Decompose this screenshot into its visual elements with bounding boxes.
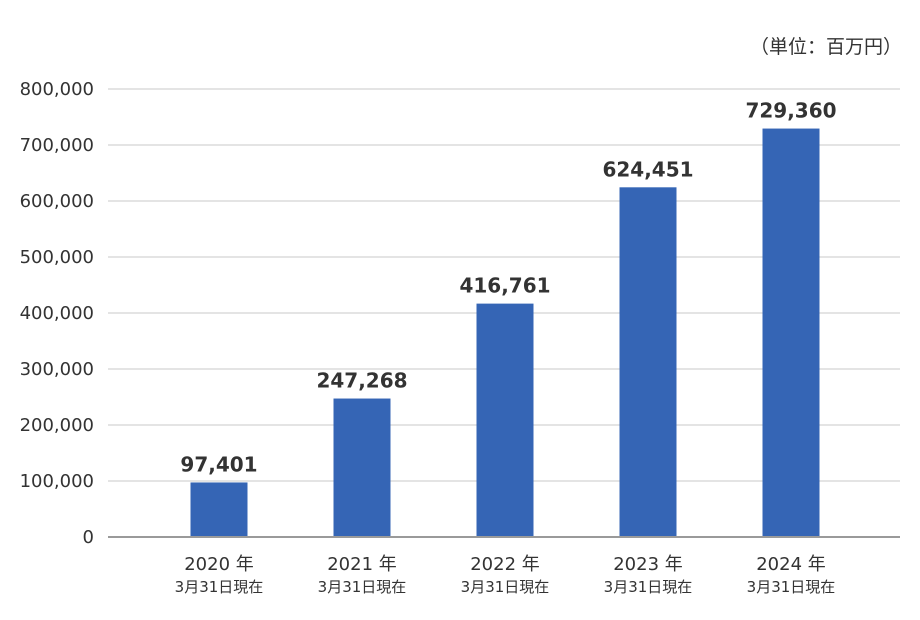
x-tick-label-date: 3月31日現在: [604, 578, 693, 596]
x-tick-label-date: 3月31日現在: [175, 578, 264, 596]
y-tick-label: 300,000: [20, 359, 94, 380]
bar: [333, 398, 391, 537]
data-label: 624,451: [602, 157, 693, 181]
unit-label: （単位：百万円）: [749, 36, 902, 58]
y-tick-label: 0: [83, 527, 94, 548]
x-tick-label-date: 3月31日現在: [747, 578, 836, 596]
x-tick-label-date: 3月31日現在: [318, 578, 407, 596]
y-tick-label: 600,000: [20, 191, 94, 212]
bar: [190, 482, 248, 537]
x-tick-label-year: 2022 年: [470, 554, 540, 575]
y-tick-label: 200,000: [20, 415, 94, 436]
y-tick-label: 400,000: [20, 303, 94, 324]
y-tick-label: 100,000: [20, 471, 94, 492]
bar: [476, 303, 534, 537]
y-tick-label: 800,000: [20, 79, 94, 100]
bar: [619, 187, 677, 537]
bar: [762, 128, 820, 537]
data-label: 729,360: [745, 99, 836, 123]
data-label: 247,268: [316, 369, 407, 393]
x-tick-label-date: 3月31日現在: [461, 578, 550, 596]
labels: 0 100,000 200,000 300,000 400,000 500,000 600,…: [20, 79, 837, 596]
data-label: 97,401: [180, 452, 257, 476]
data-label: 416,761: [459, 274, 550, 298]
x-tick-label-year: 2020 年: [184, 554, 254, 575]
y-tick-label: 700,000: [20, 135, 94, 156]
x-tick-label-year: 2021 年: [327, 554, 397, 575]
bars: [190, 128, 820, 537]
x-tick-label-year: 2024 年: [756, 554, 826, 575]
y-tick-label: 500,000: [20, 247, 94, 268]
x-tick-label-year: 2023 年: [613, 554, 683, 575]
